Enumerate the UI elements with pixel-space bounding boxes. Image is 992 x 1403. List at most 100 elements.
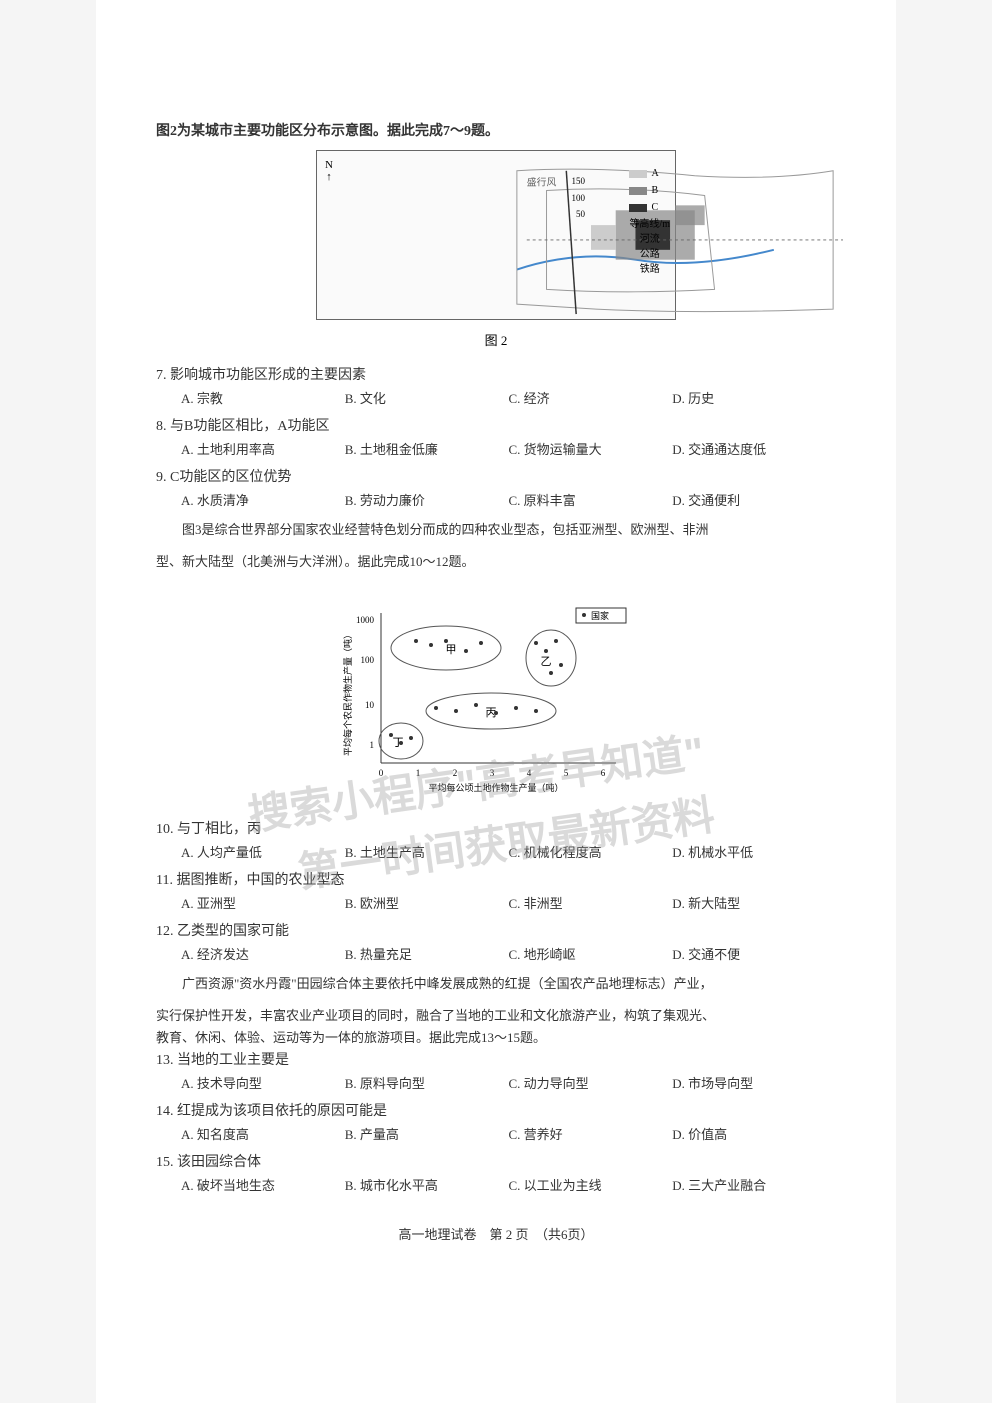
q10-option-d: D. 机械水平低	[672, 842, 836, 861]
q9-option-c: C. 原料丰富	[509, 490, 673, 509]
svg-text:2: 2	[453, 768, 458, 778]
figure-3-container: 1000 100 10 1 0 1 2 3 4 5 6 国家 甲乙丙丁 平均每个…	[156, 583, 836, 803]
q10-num: 10.	[156, 822, 174, 837]
q8-text: 与B功能区相比，A功能区	[170, 419, 329, 434]
q12-num: 12.	[156, 924, 174, 939]
legend-item-b: B	[629, 183, 670, 198]
intro-text-1: 图2为某城市主要功能区分布示意图。据此完成7～9题。	[156, 120, 836, 140]
contour-150: 150	[572, 176, 586, 186]
svg-text:乙: 乙	[541, 655, 552, 668]
q14-option-b: B. 产量高	[345, 1124, 509, 1143]
q15-option-d: D. 三大产业融合	[672, 1175, 836, 1194]
q9-option-a: A. 水质清净	[181, 490, 345, 509]
q9-option-b: B. 劳动力廉价	[345, 490, 509, 509]
q12-option-a: A. 经济发达	[181, 944, 345, 963]
exam-page: 图2为某城市主要功能区分布示意图。据此完成7～9题。 N↑ 盛行风 150 10…	[96, 0, 896, 1403]
ytick-100: 100	[361, 655, 375, 665]
q7-option-a: A. 宗教	[181, 388, 345, 407]
q8-num: 8.	[156, 419, 167, 434]
q11-text: 据图推断，中国的农业型态	[176, 873, 344, 888]
svg-text:盛行风: 盛行风	[527, 176, 557, 189]
figure-2-container: N↑ 盛行风 150 100 50 A B C 等高线/m	[156, 150, 836, 349]
legend-river: 河流	[629, 232, 670, 247]
svg-text:5: 5	[564, 768, 569, 778]
svg-text:4: 4	[527, 768, 532, 778]
svg-text:0: 0	[379, 768, 384, 778]
question-11: 11. 据图推断，中国的农业型态 A. 亚洲型 B. 欧洲型 C. 非洲型 D.…	[156, 869, 836, 912]
legend-contour: 等高线/m	[629, 217, 670, 232]
q13-option-a: A. 技术导向型	[181, 1073, 345, 1092]
passage-3-line2: 实行保护性开发，丰富农业产业项目的同时，融合了当地的工业和文化旅游产业，构筑了集…	[156, 1005, 836, 1027]
q15-option-c: C. 以工业为主线	[509, 1175, 673, 1194]
q13-num: 13.	[156, 1053, 174, 1068]
question-10: 10. 与丁相比，丙 A. 人均产量低 B. 土地生产高 C. 机械化程度高 D…	[156, 818, 836, 861]
question-14: 14. 红提成为该项目依托的原因可能是 A. 知名度高 B. 产量高 C. 营养…	[156, 1100, 836, 1143]
q8-option-c: C. 货物运输量大	[509, 439, 673, 458]
q12-text: 乙类型的国家可能	[177, 924, 289, 939]
q15-option-a: A. 破坏当地生态	[181, 1175, 345, 1194]
q12-option-b: B. 热量充足	[345, 944, 509, 963]
q13-option-b: B. 原料导向型	[345, 1073, 509, 1092]
q13-option-d: D. 市场导向型	[672, 1073, 836, 1092]
contour-50: 50	[576, 209, 585, 219]
q10-option-b: B. 土地生产高	[345, 842, 509, 861]
q9-option-d: D. 交通便利	[672, 490, 836, 509]
chart-legend: 国家	[591, 610, 609, 621]
svg-text:6: 6	[601, 768, 606, 778]
q15-text: 该田园综合体	[177, 1155, 261, 1170]
question-12: 12. 乙类型的国家可能 A. 经济发达 B. 热量充足 C. 地形崎岖 D. …	[156, 920, 836, 963]
q11-option-d: D. 新大陆型	[672, 893, 836, 912]
q7-option-c: C. 经济	[509, 388, 673, 407]
question-9: 9. C功能区的区位优势 A. 水质清净 B. 劳动力廉价 C. 原料丰富 D.…	[156, 466, 836, 509]
q7-num: 7.	[156, 368, 167, 383]
passage-2-line2: 型、新大陆型（北美洲与大洋洲）。据此完成10～12题。	[156, 551, 836, 573]
legend-item-a: A	[629, 166, 670, 181]
contour-100: 100	[572, 193, 586, 203]
q14-num: 14.	[156, 1104, 174, 1119]
q11-option-a: A. 亚洲型	[181, 893, 345, 912]
chart-svg: 1000 100 10 1 0 1 2 3 4 5 6 国家 甲乙丙丁 平均每个…	[336, 593, 656, 793]
q12-option-d: D. 交通不便	[672, 944, 836, 963]
x-axis-label: 平均每公顷土地作物生产量（吨）	[428, 782, 563, 793]
svg-text:甲: 甲	[446, 644, 457, 656]
passage-2-line1: 图3是综合世界部分国家农业经营特色划分而成的四种农业型态，包括亚洲型、欧洲型、非…	[156, 519, 836, 541]
legend-rail: 铁路	[629, 262, 670, 277]
question-13: 13. 当地的工业主要是 A. 技术导向型 B. 原料导向型 C. 动力导向型 …	[156, 1049, 836, 1092]
q14-option-c: C. 营养好	[509, 1124, 673, 1143]
q7-option-d: D. 历史	[672, 388, 836, 407]
q14-option-d: D. 价值高	[672, 1124, 836, 1143]
question-8: 8. 与B功能区相比，A功能区 A. 土地利用率高 B. 土地租金低廉 C. 货…	[156, 415, 836, 458]
question-15: 15. 该田园综合体 A. 破坏当地生态 B. 城市化水平高 C. 以工业为主线…	[156, 1151, 836, 1194]
q11-num: 11.	[156, 873, 173, 888]
y-axis-label: 平均每个农民作物生产量（吨）	[342, 630, 353, 756]
q8-option-a: A. 土地利用率高	[181, 439, 345, 458]
q13-option-c: C. 动力导向型	[509, 1073, 673, 1092]
q10-option-c: C. 机械化程度高	[509, 842, 673, 861]
q8-option-d: D. 交通通达度低	[672, 439, 836, 458]
ytick-1: 1	[370, 740, 375, 750]
ytick-10: 10	[365, 700, 375, 710]
q14-option-a: A. 知名度高	[181, 1124, 345, 1143]
q7-text: 影响城市功能区形成的主要因素	[170, 368, 366, 383]
compass-icon: N↑	[325, 159, 333, 183]
q9-num: 9.	[156, 470, 167, 485]
figure-2-caption: 图 2	[156, 330, 836, 349]
map-legend: A B C 等高线/m 河流 公路 铁路	[629, 166, 670, 277]
passage-3-line1: 广西资源"资水丹霞"田园综合体主要依托中峰发展成熟的红提（全国农产品地理标志）产…	[156, 973, 836, 995]
q10-text: 与丁相比，丙	[177, 822, 261, 837]
q15-option-b: B. 城市化水平高	[345, 1175, 509, 1194]
q13-text: 当地的工业主要是	[177, 1053, 289, 1068]
q9-text: C功能区的区位优势	[170, 470, 291, 485]
figure-2-map: N↑ 盛行风 150 100 50 A B C 等高线/m	[316, 150, 676, 320]
svg-text:1: 1	[416, 768, 421, 778]
map-svg: 盛行风	[496, 151, 854, 319]
q11-option-b: B. 欧洲型	[345, 893, 509, 912]
q12-option-c: C. 地形崎岖	[509, 944, 673, 963]
q8-option-b: B. 土地租金低廉	[345, 439, 509, 458]
question-7: 7. 影响城市功能区形成的主要因素 A. 宗教 B. 文化 C. 经济 D. 历…	[156, 364, 836, 407]
compass-label: N	[325, 159, 333, 171]
legend-item-c: C	[629, 200, 670, 215]
ytick-1000: 1000	[356, 615, 375, 625]
legend-road: 公路	[629, 247, 670, 262]
q11-option-c: C. 非洲型	[509, 893, 673, 912]
